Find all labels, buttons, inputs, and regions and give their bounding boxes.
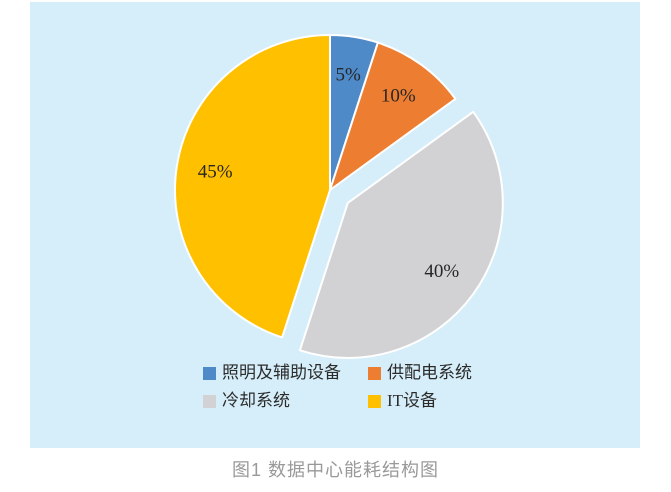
- pie-slice-label-2: 40%: [424, 261, 459, 282]
- pie-slice-1: [329, 41, 457, 191]
- pie-chart: 5% 10% 40% 45%: [174, 34, 504, 359]
- pie-slice-label-0: 5%: [336, 65, 362, 86]
- legend-item-power-distribution: 供配电系统: [368, 363, 472, 383]
- pie-slice-label-1: 10%: [381, 86, 416, 107]
- pie-slice-label-3: 45%: [198, 161, 233, 182]
- legend-item-cooling: 冷却系统: [203, 390, 368, 411]
- legend-swatch-power-distribution: [368, 366, 381, 380]
- legend-item-it-equipment: IT设备: [368, 390, 472, 411]
- legend-label: 照明及辅助设备: [222, 363, 341, 382]
- legend-swatch-lighting-aux: [203, 366, 216, 380]
- legend-swatch-it-equipment: [368, 394, 381, 408]
- legend-label: 冷却系统: [222, 390, 290, 410]
- pie-slice-2: [298, 110, 504, 359]
- figure-caption: 图1 数据中心能耗结构图: [231, 460, 439, 480]
- chart-panel: 5% 10% 40% 45% 照明及辅助设备 供配电系统 冷却系统 IT设备: [30, 2, 640, 448]
- chart-legend: 照明及辅助设备 供配电系统 冷却系统 IT设备: [203, 363, 472, 411]
- legend-label: IT设备: [387, 390, 438, 410]
- legend-swatch-cooling: [203, 394, 216, 408]
- legend-item-lighting-aux: 照明及辅助设备: [203, 363, 368, 383]
- pie-slice-3: [174, 34, 331, 339]
- legend-label: 供配电系统: [387, 363, 472, 382]
